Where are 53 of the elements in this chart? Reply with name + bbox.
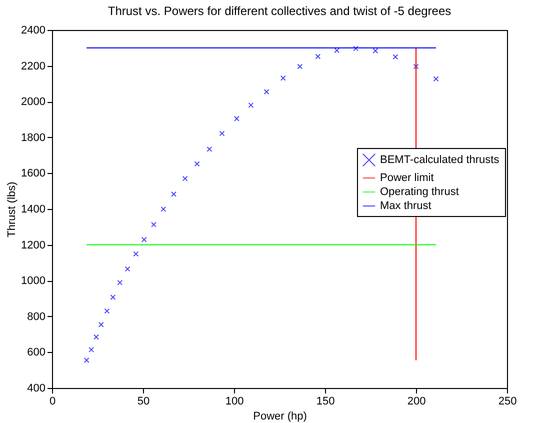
point [110,294,116,300]
point [117,280,123,286]
point [248,102,254,108]
point [264,89,270,94]
point [133,251,139,257]
y-tick-label: 400 [27,382,46,394]
point [353,46,358,52]
point [297,64,303,70]
y-tick-label: 1600 [21,168,46,180]
point [84,358,90,363]
legend-label: Operating thrust [380,186,459,198]
y-tick-label: 1000 [21,275,46,288]
point [160,206,166,212]
x-tick-label: 0 [49,396,56,408]
y-tick-label: 800 [27,310,46,323]
point [141,236,147,242]
point [392,54,398,60]
legend-label: Power limit [380,172,434,184]
point [171,191,176,197]
x-tick-label: 250 [498,396,517,408]
legend-label: Max thrust [380,200,432,212]
legend-label: BEMT-calculated thrusts [380,154,500,166]
point [334,48,340,54]
y-tick-label: 2400 [21,24,46,36]
y-tick-label: 1200 [21,239,46,252]
x-axis-title: Power (hp) [253,410,307,422]
point [206,146,212,152]
chart-title: Thrust vs. Powers for different collectives and twist of -5 degrees [108,4,452,18]
x-tick-label: 200 [407,396,426,408]
y-tick-label: 1400 [21,204,46,216]
x-tick-label: 50 [137,396,150,408]
point [372,48,378,54]
point [98,322,104,328]
y-axis-title: Thrust (lbs) [6,182,18,238]
point [433,76,439,82]
point [151,222,156,228]
y-tick-label: 600 [27,346,46,359]
y-tick-label: 2200 [21,60,46,72]
point [234,116,240,122]
point [93,334,99,340]
y-tick-label: 1800 [21,132,46,144]
x-tick-label: 100 [225,396,244,408]
y-tick-label: 2000 [21,96,46,108]
point [104,308,110,314]
point [280,75,286,81]
point [182,176,188,182]
point [124,266,130,272]
point [413,64,419,70]
point [194,161,200,167]
point [219,130,225,136]
x-tick-label: 150 [316,396,335,408]
point [88,346,94,352]
point [315,54,321,60]
